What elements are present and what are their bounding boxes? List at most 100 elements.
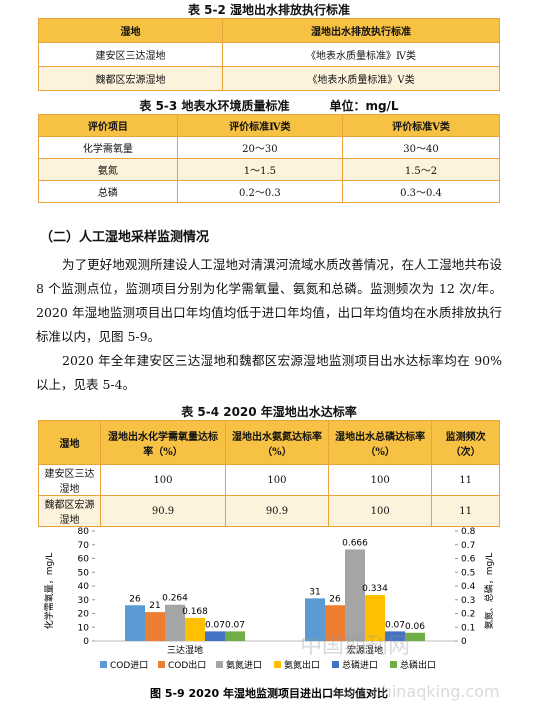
y2-tick-label: 0.7	[461, 541, 475, 551]
legend-swatch	[274, 661, 281, 668]
section-heading: （二）人工湿地采样监测情况	[40, 230, 210, 245]
table: 评价项目 评价标准Ⅳ类 评价标准Ⅴ类 化学需氧量 20～30 30～40 氨氮 1～1.5 1.…	[38, 114, 500, 203]
bar	[385, 631, 405, 641]
cell: 100	[328, 495, 433, 527]
cell: 建安区三达湿地	[38, 42, 223, 67]
cell: 1～1.5	[176, 158, 344, 181]
y-tick-label: 10	[78, 623, 90, 633]
value-label: 0.07	[225, 620, 245, 630]
table-row: 湿地 湿地出水化学需氧量达标率（%） 湿地出水氨氮达标率（%） 湿地出水总磷达标率（%…	[37, 420, 500, 465]
table-5-3: 表 5-3 地表水环境质量标准 单位：mg/L 评价项目 评价标准Ⅳ类 评价标准Ⅴ类化…	[0, 98, 538, 203]
y2-tick-label: 0.6	[461, 555, 476, 565]
y-axis-title: 化学需氧量，mg/L	[43, 553, 55, 630]
y2-tick-label: 0.3	[461, 596, 475, 606]
cell: 30～40	[342, 136, 500, 159]
y2-tick-label: 0.2	[461, 610, 475, 620]
y-tick-label: 20	[78, 610, 90, 620]
section: （二）人工湿地采样监测情况 为了更好地观测所建设人工湿地对清潩河流域水质改善情况…	[0, 226, 538, 397]
table-title: 表 5-2 湿地出水排放执行标准	[187, 3, 351, 17]
table-row: 总磷 0.2～0.3 0.3～0.4	[38, 180, 500, 203]
legend-swatch	[158, 661, 165, 668]
table-row: 氨氮 1～1.5 1.5～2	[38, 158, 500, 181]
bar	[145, 612, 165, 641]
table-row: 建安区三达湿地 100 100 100 11	[37, 464, 500, 496]
legend-label: 总磷出口	[400, 659, 436, 671]
y-tick-label: 40	[78, 582, 90, 592]
table-row: 化学需氧量 20～30 30～40	[38, 136, 500, 159]
paragraph: 为了更好地观测所建设人工湿地对清潩河流域水质改善情况，在人工湿地共布设 8 个监…	[36, 257, 502, 344]
cell: 《地表水质量标准》Ⅴ类	[221, 66, 501, 91]
table-row: 魏都区宏源湿地 90.9 90.9 100 11	[37, 495, 500, 527]
y-tick-label: 0	[83, 637, 89, 647]
header-cell: 湿地	[38, 18, 223, 43]
value-label: 26	[329, 594, 341, 604]
y2-tick-label: 0	[461, 637, 467, 647]
table-row: 湿地 湿地出水排放执行标准	[38, 18, 501, 43]
y-tick-label: 70	[78, 541, 90, 551]
legend-label: COD出口	[168, 659, 206, 671]
chart: 化学需氧量，mg/L 氨氮、总磷，mg/L 图 5-9 2020 年湿地监测项目…	[43, 527, 495, 700]
bar	[125, 605, 145, 641]
watermark: 中国期刊网	[300, 634, 411, 659]
table-row: 评价项目 评价标准Ⅳ类 评价标准Ⅴ类	[38, 114, 500, 137]
legend-label: 氨氮出口	[284, 659, 320, 671]
cell: 1.5～2	[342, 158, 500, 181]
cell: 100	[328, 464, 433, 496]
cell: 90.9	[224, 495, 330, 527]
bar	[185, 617, 205, 641]
legend-label: 氨氮进口	[226, 659, 262, 671]
legend-swatch	[100, 661, 107, 668]
header-cell: 湿地	[37, 420, 102, 465]
header-cell: 湿地出水氨氮达标率（%）	[224, 420, 330, 465]
cell: 《地表水质量标准》Ⅳ类	[221, 42, 501, 67]
bar	[405, 632, 425, 641]
unit: 单位：mg/L	[329, 99, 399, 113]
cell: 建安区三达湿地	[37, 464, 102, 496]
y2-tick-label: 0.4	[461, 582, 476, 592]
table-row: 建安区三达湿地 《地表水质量标准》Ⅳ类	[38, 42, 501, 67]
x-tick-label: 宏源湿地	[347, 644, 383, 656]
legend-swatch	[390, 661, 397, 668]
y2-tick-label: 0.8	[461, 527, 476, 537]
cell: 11	[431, 495, 500, 527]
y-tick-label: 60	[78, 555, 90, 565]
cell: 100	[224, 464, 330, 496]
cell: 20～30	[176, 136, 344, 159]
cell: 11	[431, 464, 500, 496]
watermark: www.chinaqking.com	[330, 682, 500, 701]
bar	[365, 595, 385, 641]
header-cell: 湿地出水化学需氧量达标率（%）	[100, 420, 226, 465]
value-label: 0.334	[362, 584, 388, 594]
bar	[325, 605, 345, 641]
table: 湿地 湿地出水排放执行标准 建安区三达湿地 《地表水质量标准》Ⅳ类 魏都区宏源湿地 《地表…	[38, 18, 501, 91]
bar	[165, 604, 185, 641]
cell: 氨氮	[38, 158, 178, 181]
header-cell: 湿地出水排放执行标准	[221, 18, 501, 43]
value-label: 31	[309, 587, 320, 597]
value-label: 0.06	[405, 622, 425, 632]
bar	[305, 598, 325, 641]
value-label: 0.07	[385, 620, 405, 630]
table-title: 表 5-4 2020 年湿地出水达标率	[181, 405, 357, 419]
table: 湿地 湿地出水化学需氧量达标率（%） 湿地出水氨氮达标率（%） 湿地出水总磷达标率（%…	[37, 420, 500, 527]
header-cell: 评价项目	[38, 114, 178, 137]
figure-caption: 图 5-9 2020 年湿地监测项目进出口年均值对比	[150, 686, 388, 700]
legend-swatch	[332, 661, 339, 668]
table-row: 魏都区宏源湿地 《地表水质量标准》Ⅴ类	[38, 66, 501, 91]
x-tick-label: 三达湿地	[167, 644, 203, 656]
cell: 总磷	[38, 180, 178, 203]
value-label: 21	[149, 601, 160, 611]
title: 表 5-3 地表水环境质量标准	[139, 99, 290, 113]
table-5-4: 表 5-4 2020 年湿地出水达标率 湿地 湿地出水化学需氧量达标率（%） 湿地出…	[0, 404, 538, 527]
bar	[345, 549, 365, 641]
bar	[225, 631, 245, 641]
y-tick-label: 50	[78, 568, 90, 578]
legend-label: COD进口	[110, 660, 148, 671]
cell: 魏都区宏源湿地	[37, 495, 102, 527]
header-cell: 评价标准Ⅳ类	[176, 114, 344, 137]
value-label: 0.168	[182, 607, 208, 617]
bar	[205, 631, 225, 641]
header-cell: 湿地出水总磷达标率（%）	[328, 420, 433, 465]
cell: 魏都区宏源湿地	[38, 66, 223, 91]
